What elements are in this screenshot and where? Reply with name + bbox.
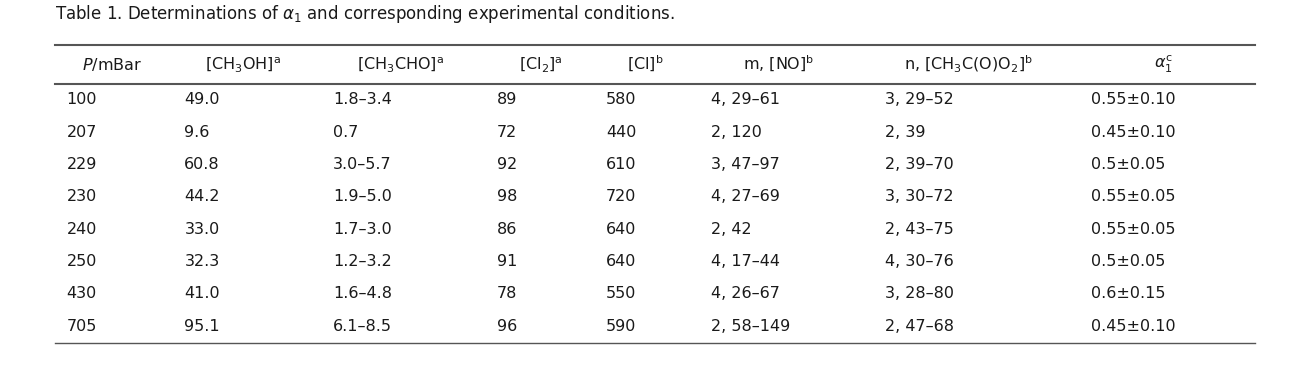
Text: Table 1. Determinations of $\alpha_1$ and corresponding experimental conditions.: Table 1. Determinations of $\alpha_1$ an… [55, 3, 675, 25]
